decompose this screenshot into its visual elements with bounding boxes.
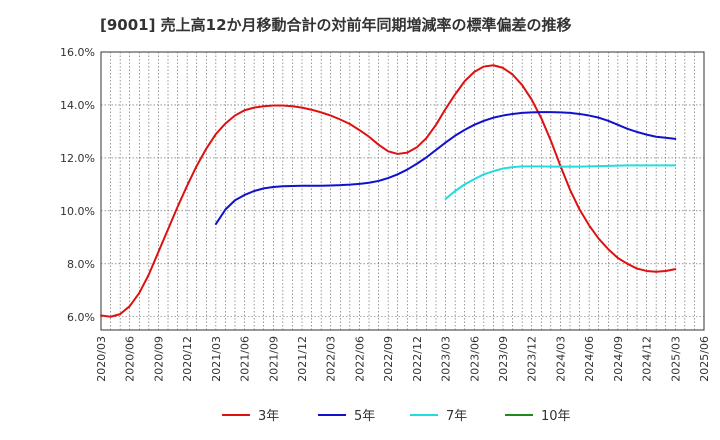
legend: 3年 5年 7年 10年 <box>222 409 571 424</box>
x-tick-label: 2022/12 <box>411 336 424 382</box>
x-tick-label: 2020/06 <box>124 336 137 382</box>
series-line-1 <box>100 64 677 318</box>
x-tick-label: 2022/06 <box>353 336 366 382</box>
x-tick-label: 2023/03 <box>440 336 453 382</box>
legend-label-1: 3年 <box>258 409 279 424</box>
x-tick-label: 2021/12 <box>296 336 309 382</box>
x-tick-label: 2021/06 <box>239 336 252 382</box>
x-tick-label: 2020/09 <box>152 336 165 382</box>
x-tick-label: 2022/09 <box>382 336 395 382</box>
series-line-2 <box>214 111 677 226</box>
x-tick-label: 2025/06 <box>698 336 711 382</box>
y-tick-label: 8.0% <box>67 258 95 271</box>
legend-label-3: 7年 <box>446 409 467 424</box>
x-tick-label: 2020/12 <box>181 336 194 382</box>
x-tick-label: 2023/12 <box>526 336 539 382</box>
x-tick-label: 2021/09 <box>267 336 280 382</box>
y-tick-label: 10.0% <box>60 205 95 218</box>
x-tick-label: 2025/03 <box>669 336 682 382</box>
y-tick-label: 16.0% <box>60 46 95 59</box>
x-tick-label: 2020/03 <box>95 336 108 382</box>
legend-label-2: 5年 <box>354 409 375 424</box>
series-layer <box>100 64 677 318</box>
plot-frame <box>100 51 705 331</box>
y-tick-label: 6.0% <box>67 311 95 324</box>
x-axis: 2020/03 2020/06 2020/09 2020/12 2021/03 2021/… <box>95 336 711 382</box>
x-tick-label: 2024/03 <box>554 336 567 382</box>
x-tick-label: 2024/09 <box>612 336 625 382</box>
x-tick-label: 2024/12 <box>641 336 654 382</box>
x-tick-label: 2023/09 <box>497 336 510 382</box>
x-tick-label: 2023/06 <box>468 336 481 382</box>
chart-title: [9001] 売上高12か月移動合計の対前年同期増減率の標準偏差の推移 <box>100 16 572 34</box>
x-tick-label: 2021/03 <box>210 336 223 382</box>
grid-layer <box>101 52 704 330</box>
x-tick-label: 2022/03 <box>325 336 338 382</box>
series-line-3 <box>444 164 677 200</box>
x-tick-label: 2024/06 <box>583 336 596 382</box>
y-tick-label: 12.0% <box>60 152 95 165</box>
y-tick-label: 14.0% <box>60 99 95 112</box>
legend-label-4: 10年 <box>541 409 571 424</box>
y-axis: 6.0% 8.0% 10.0% 12.0% 14.0% 16.0% <box>60 46 95 324</box>
